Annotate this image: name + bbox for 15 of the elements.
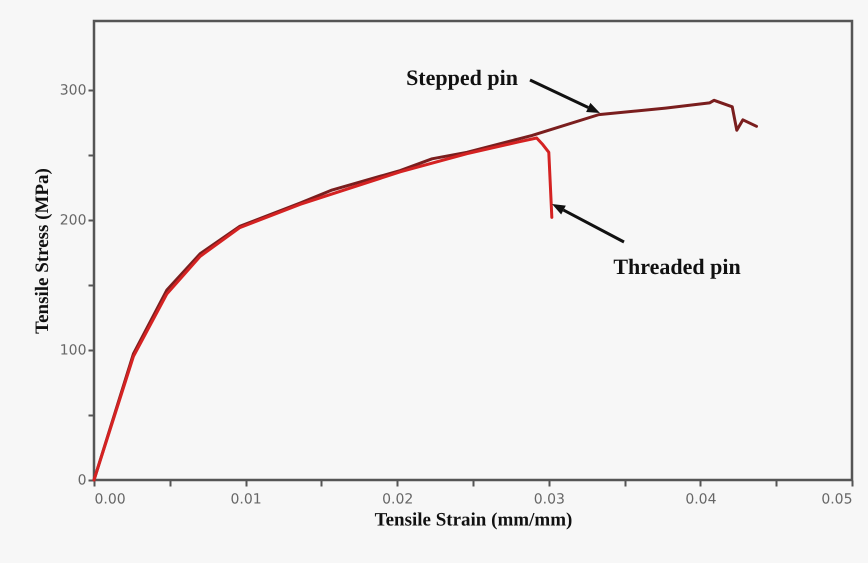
y-tick-label: 100 bbox=[60, 342, 86, 358]
y-tick-label: 200 bbox=[60, 212, 86, 228]
annotation: Stepped pin bbox=[406, 65, 518, 90]
x-tick-label: 0.03 bbox=[534, 492, 565, 508]
y-tick-label: 0 bbox=[78, 472, 86, 488]
y-axis-title: Tensile Stress (MPa) bbox=[32, 168, 53, 334]
x-tick-label: 0.04 bbox=[685, 492, 717, 508]
annotation: Threaded pin bbox=[613, 254, 741, 279]
x-tick-label: 0.02 bbox=[382, 492, 414, 508]
line-series bbox=[92, 136, 554, 482]
x-tick-label: 0.00 bbox=[94, 492, 126, 508]
x-axis-title: Tensile Strain (mm/mm) bbox=[374, 510, 572, 530]
y-tick-label: 300 bbox=[60, 82, 86, 98]
x-tick-label: 0.01 bbox=[230, 492, 262, 508]
x-tick-label: 0.05 bbox=[821, 492, 852, 508]
